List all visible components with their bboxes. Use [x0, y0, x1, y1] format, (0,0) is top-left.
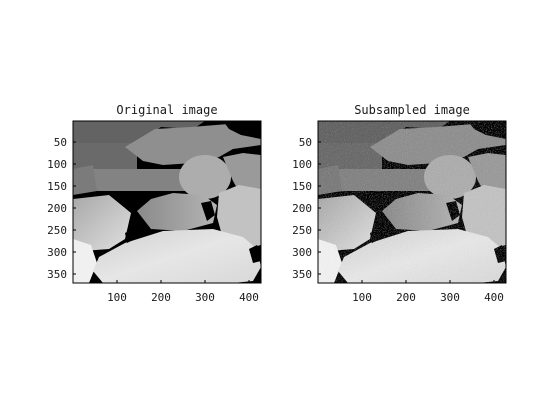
original-ytick-label: 50 [54, 136, 67, 149]
original-ytick-label: 350 [47, 268, 67, 281]
original-x-ticks: 100 200 300 400 [107, 280, 259, 304]
subsampled-ytick-label: 100 [292, 158, 312, 171]
subsampled-xtick-label: 200 [396, 291, 416, 304]
subsampled-xtick-label: 100 [352, 291, 372, 304]
original-xtick-label: 100 [107, 291, 127, 304]
subsampled-xtick-label: 400 [484, 291, 504, 304]
original-xtick-label: 400 [239, 291, 259, 304]
subsampled-ytick-label: 200 [292, 202, 312, 215]
subsampled-ytick-label: 150 [292, 180, 312, 193]
original-xtick-label: 300 [195, 291, 215, 304]
original-image-title: Original image [116, 103, 217, 117]
original-image-frame [72, 120, 262, 284]
subsampled-image-frame [317, 120, 507, 284]
original-y-ticks: 50 100 150 200 250 300 350 [47, 136, 76, 281]
original-ytick-label: 300 [47, 246, 67, 259]
subsampled-ytick-label: 50 [299, 136, 312, 149]
original-ytick-label: 250 [47, 224, 67, 237]
subsampled-image-pixels [318, 121, 506, 283]
subsampled-ytick-label: 350 [292, 268, 312, 281]
original-ytick-label: 150 [47, 180, 67, 193]
subsampled-ytick-label: 300 [292, 246, 312, 259]
subsampled-ytick-label: 250 [292, 224, 312, 237]
subsampled-y-ticks: 50 100 150 200 250 300 350 [292, 136, 321, 281]
subsampled-image-title: Subsampled image [354, 103, 470, 117]
original-xtick-label: 200 [151, 291, 171, 304]
subsampled-x-ticks: 100 200 300 400 [352, 280, 504, 304]
subsampled-image-panel: Subsampled image 50 100 150 200 250 300 … [292, 103, 507, 304]
original-ytick-label: 200 [47, 202, 67, 215]
subsampled-xtick-label: 300 [440, 291, 460, 304]
original-ytick-label: 100 [47, 158, 67, 171]
original-image-pixels [73, 121, 261, 283]
original-image-panel: Original image 50 100 150 200 250 300 35… [47, 103, 262, 304]
